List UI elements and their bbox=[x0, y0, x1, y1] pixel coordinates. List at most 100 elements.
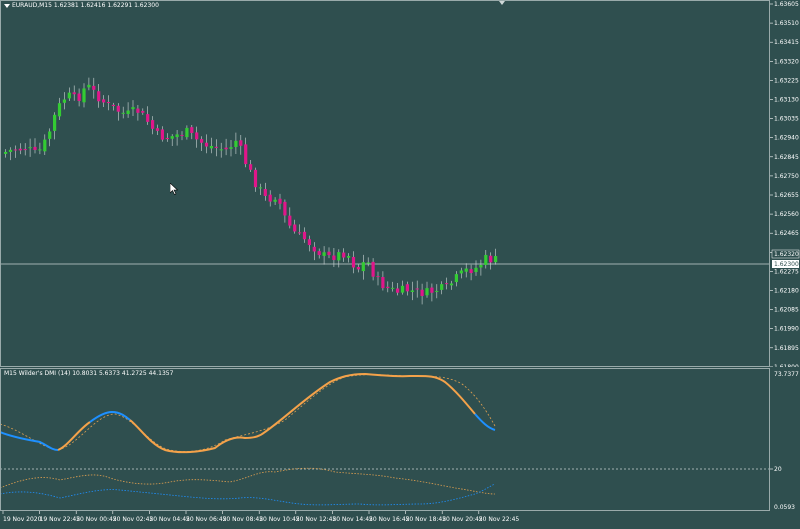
candle bbox=[53, 112, 57, 140]
candle bbox=[420, 283, 424, 305]
candle bbox=[376, 271, 380, 286]
candle bbox=[229, 139, 233, 157]
candle bbox=[57, 97, 62, 121]
candle bbox=[116, 103, 120, 121]
price-scale-label: 1.63415 bbox=[774, 39, 799, 46]
candle bbox=[244, 137, 248, 168]
candlestick-chart[interactable] bbox=[0, 0, 770, 366]
time-axis-label: 20 Nov 02:45 bbox=[113, 516, 154, 523]
candle bbox=[469, 264, 473, 281]
ask-price-box bbox=[771, 249, 800, 259]
indicator-title: M15 Wilder's DMI (14) bbox=[4, 370, 71, 377]
price-scale-label: 1.63510 bbox=[774, 20, 799, 27]
candle bbox=[479, 259, 483, 276]
candle bbox=[190, 124, 194, 140]
candle bbox=[293, 219, 297, 234]
indicator-value-4: 44.1357 bbox=[148, 370, 174, 377]
price-scale-label: 1.62180 bbox=[774, 288, 799, 295]
dmi-chart[interactable] bbox=[0, 368, 770, 510]
low-value: 1.62291 bbox=[107, 2, 133, 9]
chart-shift-icon[interactable] bbox=[499, 1, 505, 5]
candle bbox=[415, 280, 419, 298]
candle bbox=[474, 260, 478, 276]
candle bbox=[489, 252, 493, 270]
candle bbox=[342, 248, 346, 262]
candle bbox=[151, 116, 155, 135]
time-axis-label: 20 Nov 14:45 bbox=[332, 516, 373, 523]
candle bbox=[234, 132, 238, 155]
candle bbox=[77, 88, 81, 107]
candle bbox=[4, 149, 8, 158]
candle bbox=[102, 95, 106, 107]
time-axis-label: 20 Nov 04:45 bbox=[149, 516, 190, 523]
candle bbox=[322, 246, 326, 265]
candle bbox=[8, 147, 13, 161]
price-scale-label: 1.62465 bbox=[774, 230, 799, 237]
time-axis[interactable]: 19 Nov 2020 19 Nov 22:45 20 Nov 00:45 20 No… bbox=[0, 510, 800, 524]
time-axis-label: 20 Nov 12:45 bbox=[296, 516, 337, 523]
price-scale-label: 1.63035 bbox=[774, 116, 799, 123]
candle bbox=[87, 77, 91, 91]
candle bbox=[136, 104, 140, 121]
indicator-value-1: 10.8031 bbox=[72, 370, 98, 377]
time-axis-label: 20 Nov 22:45 bbox=[479, 516, 520, 523]
candle bbox=[298, 224, 302, 235]
candle bbox=[366, 257, 370, 267]
candle bbox=[386, 281, 390, 293]
price-scale-label: 1.61895 bbox=[774, 345, 799, 352]
candle bbox=[131, 100, 135, 117]
dmi-indicator-pane[interactable]: M15 Wilder's DMI (14) 10.8031 5.6373 41.… bbox=[0, 368, 770, 510]
candle bbox=[430, 283, 434, 302]
dropdown-triangle-icon[interactable] bbox=[4, 3, 10, 8]
candle bbox=[361, 254, 365, 280]
current-price-label: 1.62300 bbox=[774, 261, 799, 268]
price-scale-label: 1.63605 bbox=[774, 1, 799, 8]
price-scale-label: 1.62560 bbox=[774, 211, 799, 218]
candle bbox=[445, 277, 449, 290]
candle bbox=[185, 125, 189, 140]
candle bbox=[121, 106, 125, 119]
candle bbox=[317, 248, 321, 259]
candle bbox=[219, 142, 223, 158]
candle bbox=[67, 87, 71, 102]
adx-line-up-1 bbox=[57, 421, 91, 451]
candle bbox=[13, 145, 17, 158]
price-chart-pane[interactable]: EURAUD,M15 1.62381 1.62416 1.62291 1.623… bbox=[0, 0, 770, 366]
candle bbox=[258, 183, 262, 196]
candle bbox=[459, 267, 463, 279]
candle bbox=[405, 281, 409, 296]
candle bbox=[391, 281, 395, 292]
candle bbox=[263, 182, 267, 201]
symbol-label: EURAUD,M15 bbox=[12, 2, 52, 9]
adx-signal-line bbox=[0, 374, 496, 452]
candle bbox=[283, 199, 287, 223]
candle bbox=[239, 135, 243, 155]
candle bbox=[106, 95, 111, 111]
candle bbox=[396, 283, 400, 296]
candle bbox=[454, 271, 458, 287]
candle bbox=[141, 108, 145, 115]
price-scale[interactable]: 1.61800 1.61895 1.61990 1.62085 1.62180 1.622… bbox=[770, 0, 800, 371]
candle bbox=[33, 138, 37, 154]
chart-header: EURAUD,M15 1.62381 1.62416 1.62291 1.623… bbox=[4, 2, 159, 9]
candle bbox=[356, 264, 360, 273]
time-axis-label: 20 Nov 20:45 bbox=[442, 516, 483, 523]
plus-di-line bbox=[0, 483, 496, 506]
candle bbox=[195, 126, 199, 148]
price-scale-label: 1.63130 bbox=[774, 97, 799, 104]
candle bbox=[347, 253, 351, 263]
candle bbox=[484, 250, 488, 269]
time-axis-label: 20 Nov 08:45 bbox=[223, 516, 264, 523]
candle bbox=[126, 102, 130, 118]
close-value: 1.62300 bbox=[134, 2, 159, 9]
candle bbox=[337, 249, 341, 268]
ask-price-label: 1.62320 bbox=[774, 251, 799, 258]
indicator-scale[interactable]: 73.7377 20 0.0593 bbox=[770, 368, 800, 511]
open-value: 1.62381 bbox=[53, 2, 79, 9]
candle bbox=[214, 139, 218, 157]
price-scale-label: 1.62845 bbox=[774, 154, 799, 161]
minus-di-line bbox=[0, 467, 496, 495]
candle bbox=[351, 251, 356, 274]
candle bbox=[273, 197, 277, 205]
